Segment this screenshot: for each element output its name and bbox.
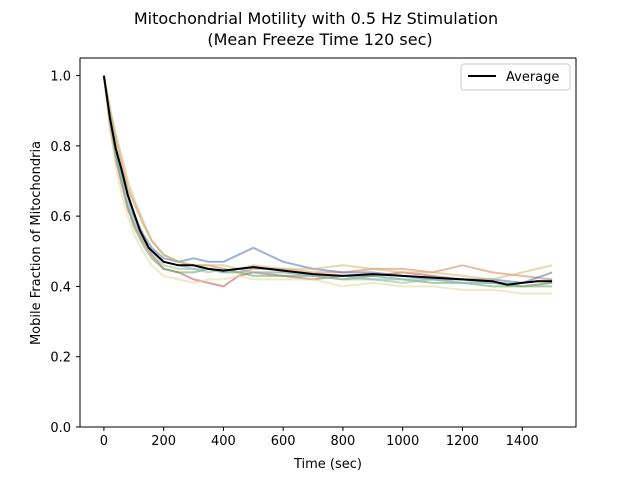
x-tick-label: 1400 xyxy=(506,434,539,449)
x-axis: 0 200 400 600 800 1000 1200 1400 xyxy=(100,427,539,449)
series-line-trace xyxy=(102,75,553,288)
y-tick-label: 1.0 xyxy=(50,70,71,85)
y-axis-label: Mobile Fraction of Mitochondria xyxy=(29,141,44,345)
legend-label-average: Average xyxy=(506,70,559,85)
series-line-trace xyxy=(102,75,553,281)
series-line-trace xyxy=(102,75,553,295)
series-line-trace xyxy=(102,75,553,284)
series-line-average xyxy=(102,75,553,286)
x-tick-label: 200 xyxy=(151,434,176,449)
series-line-trace xyxy=(102,75,553,288)
x-tick-label: 1000 xyxy=(386,434,419,449)
y-tick-label: 0.2 xyxy=(50,351,71,366)
chart-subtitle: (Mean Freeze Time 120 sec) xyxy=(207,30,432,49)
series-line-trace xyxy=(102,75,553,284)
y-axis: 0.0 0.2 0.4 0.6 0.8 1.0 xyxy=(50,70,80,436)
chart-title: Mitochondrial Motility with 0.5 Hz Stimu… xyxy=(134,9,498,28)
series-line-trace xyxy=(102,75,553,288)
y-tick-label: 0.8 xyxy=(50,140,71,155)
legend-box xyxy=(460,63,571,91)
plot-frame xyxy=(79,57,577,428)
series-layer xyxy=(102,75,553,295)
y-tick-label: 0.4 xyxy=(50,280,71,295)
x-tick-label: 800 xyxy=(331,434,356,449)
series-line-trace xyxy=(102,75,553,281)
x-tick-label: 0 xyxy=(100,434,108,449)
x-tick-label: 600 xyxy=(271,434,296,449)
x-axis-label: Time (sec) xyxy=(293,457,362,472)
legend: Average xyxy=(460,63,571,91)
x-tick-label: 1200 xyxy=(446,434,479,449)
y-tick-label: 0.0 xyxy=(50,421,71,436)
x-tick-label: 400 xyxy=(211,434,236,449)
y-tick-label: 0.6 xyxy=(50,210,71,225)
